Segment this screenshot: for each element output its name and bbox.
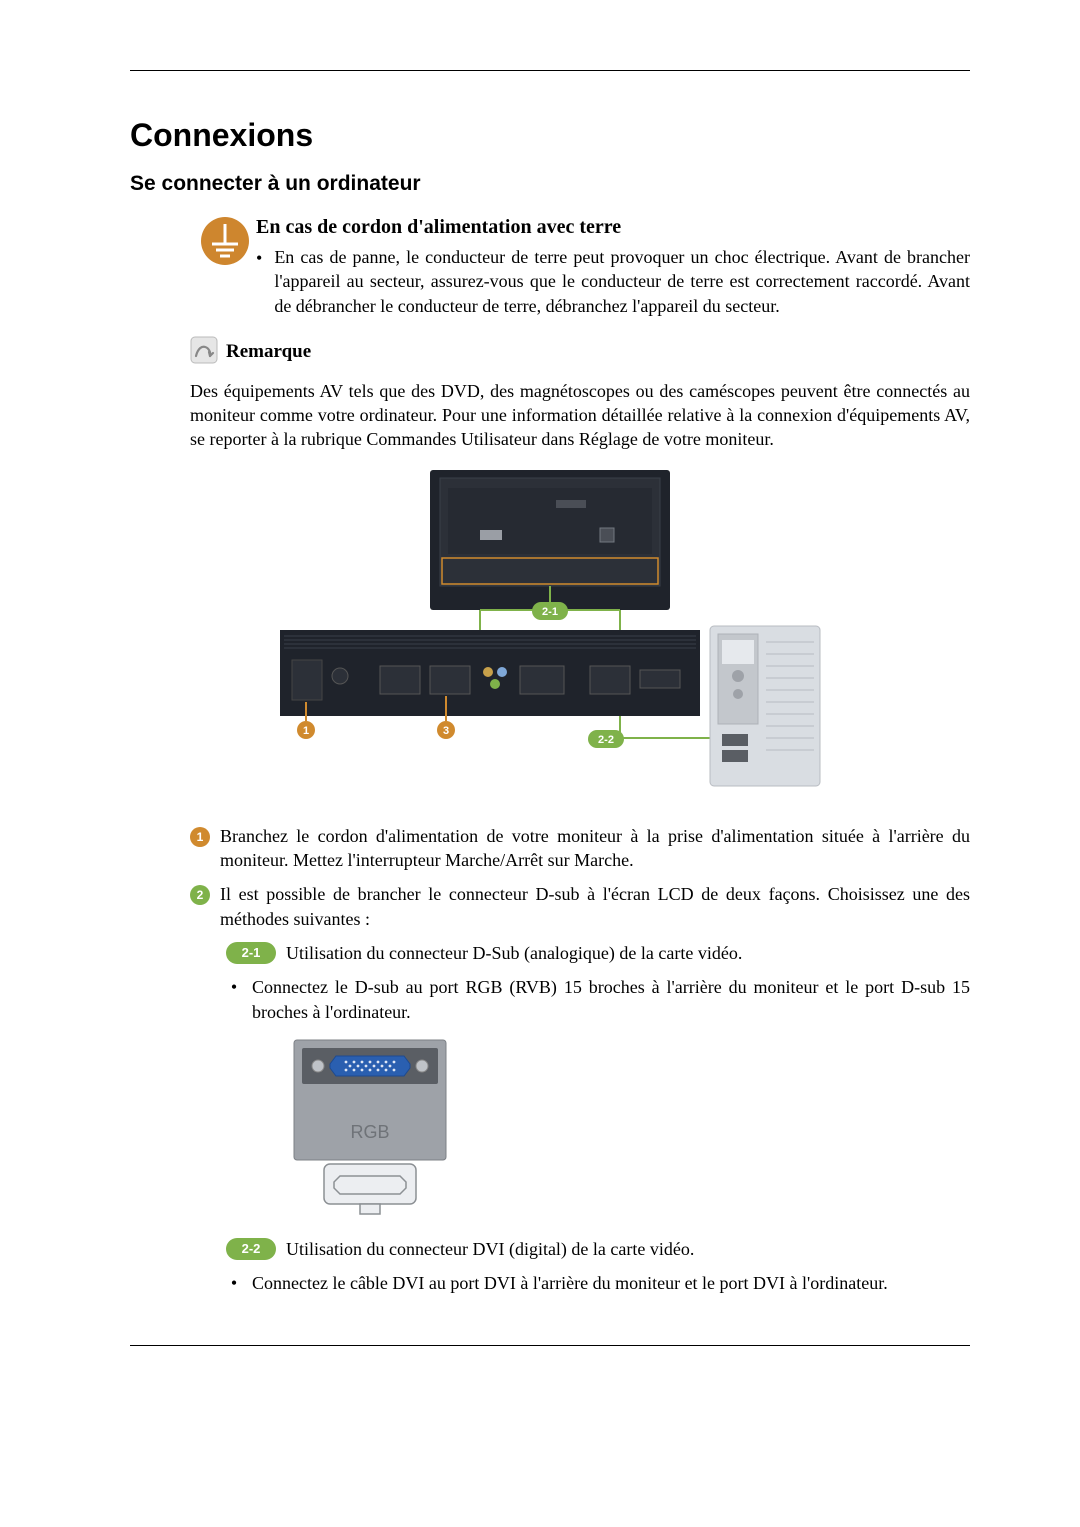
note-label: Remarque (226, 341, 311, 363)
bullet-dot: • (226, 1271, 242, 1295)
instruction-2-text: Il est possible de brancher le connecteu… (220, 882, 970, 931)
bullet-dvi-text: Connectez le câble DVI au port DVI à l'a… (252, 1271, 970, 1295)
instruction-list: 1 Branchez le cordon d'alimentation de v… (190, 824, 970, 1296)
section-subtitle: Se connecter à un ordinateur (130, 172, 970, 196)
instruction-1-text: Branchez le cordon d'alimentation de vot… (220, 824, 970, 873)
note-header: Remarque (190, 336, 970, 369)
instruction-2: 2 Il est possible de brancher le connect… (190, 882, 970, 931)
rgb-port-figure: RGB (290, 1036, 970, 1221)
bullet-dot: • (256, 245, 262, 318)
connection-diagram: 2-1 1 (130, 470, 970, 800)
svg-text:1: 1 (303, 725, 309, 737)
instruction-2-1-text: Utilisation du connecteur D-Sub (analogi… (286, 941, 970, 965)
badge-1: 1 (190, 827, 210, 847)
badge-2-2: 2-2 (226, 1238, 276, 1260)
instruction-1: 1 Branchez le cordon d'alimentation de v… (190, 824, 970, 873)
footer-rule (130, 1345, 970, 1346)
svg-text:3: 3 (443, 725, 449, 737)
ground-text: En cas de panne, le conducteur de terre … (274, 245, 970, 318)
bullet-dvi: • Connectez le câble DVI au port DVI à l… (226, 1271, 970, 1295)
page-title: Connexions (130, 117, 970, 154)
rgb-port-label: RGB (350, 1122, 389, 1142)
badge-2: 2 (190, 885, 210, 905)
ground-heading: En cas de cordon d'alimentation avec ter… (256, 216, 970, 239)
bullet-dot: • (226, 975, 242, 1024)
bullet-dsub-text: Connectez le D-sub au port RGB (RVB) 15 … (252, 975, 970, 1024)
bullet-dsub: • Connectez le D-sub au port RGB (RVB) 1… (226, 975, 970, 1024)
instruction-2-2-text: Utilisation du connecteur DVI (digital) … (286, 1237, 970, 1261)
badge-2-1: 2-1 (226, 942, 276, 964)
ground-warning-block: En cas de cordon d'alimentation avec ter… (200, 216, 970, 318)
document-page: Connexions Se connecter à un ordinateur … (0, 0, 1080, 1527)
instruction-2-1: 2-1 Utilisation du connecteur D-Sub (ana… (226, 941, 970, 965)
ground-icon (200, 216, 250, 279)
note-text: Des équipements AV tels que des DVD, des… (190, 379, 970, 452)
svg-text:2-1: 2-1 (542, 606, 558, 618)
instruction-2-2: 2-2 Utilisation du connecteur DVI (digit… (226, 1237, 970, 1261)
svg-text:2-2: 2-2 (598, 734, 614, 746)
header-rule (130, 70, 970, 71)
note-icon (190, 336, 218, 369)
